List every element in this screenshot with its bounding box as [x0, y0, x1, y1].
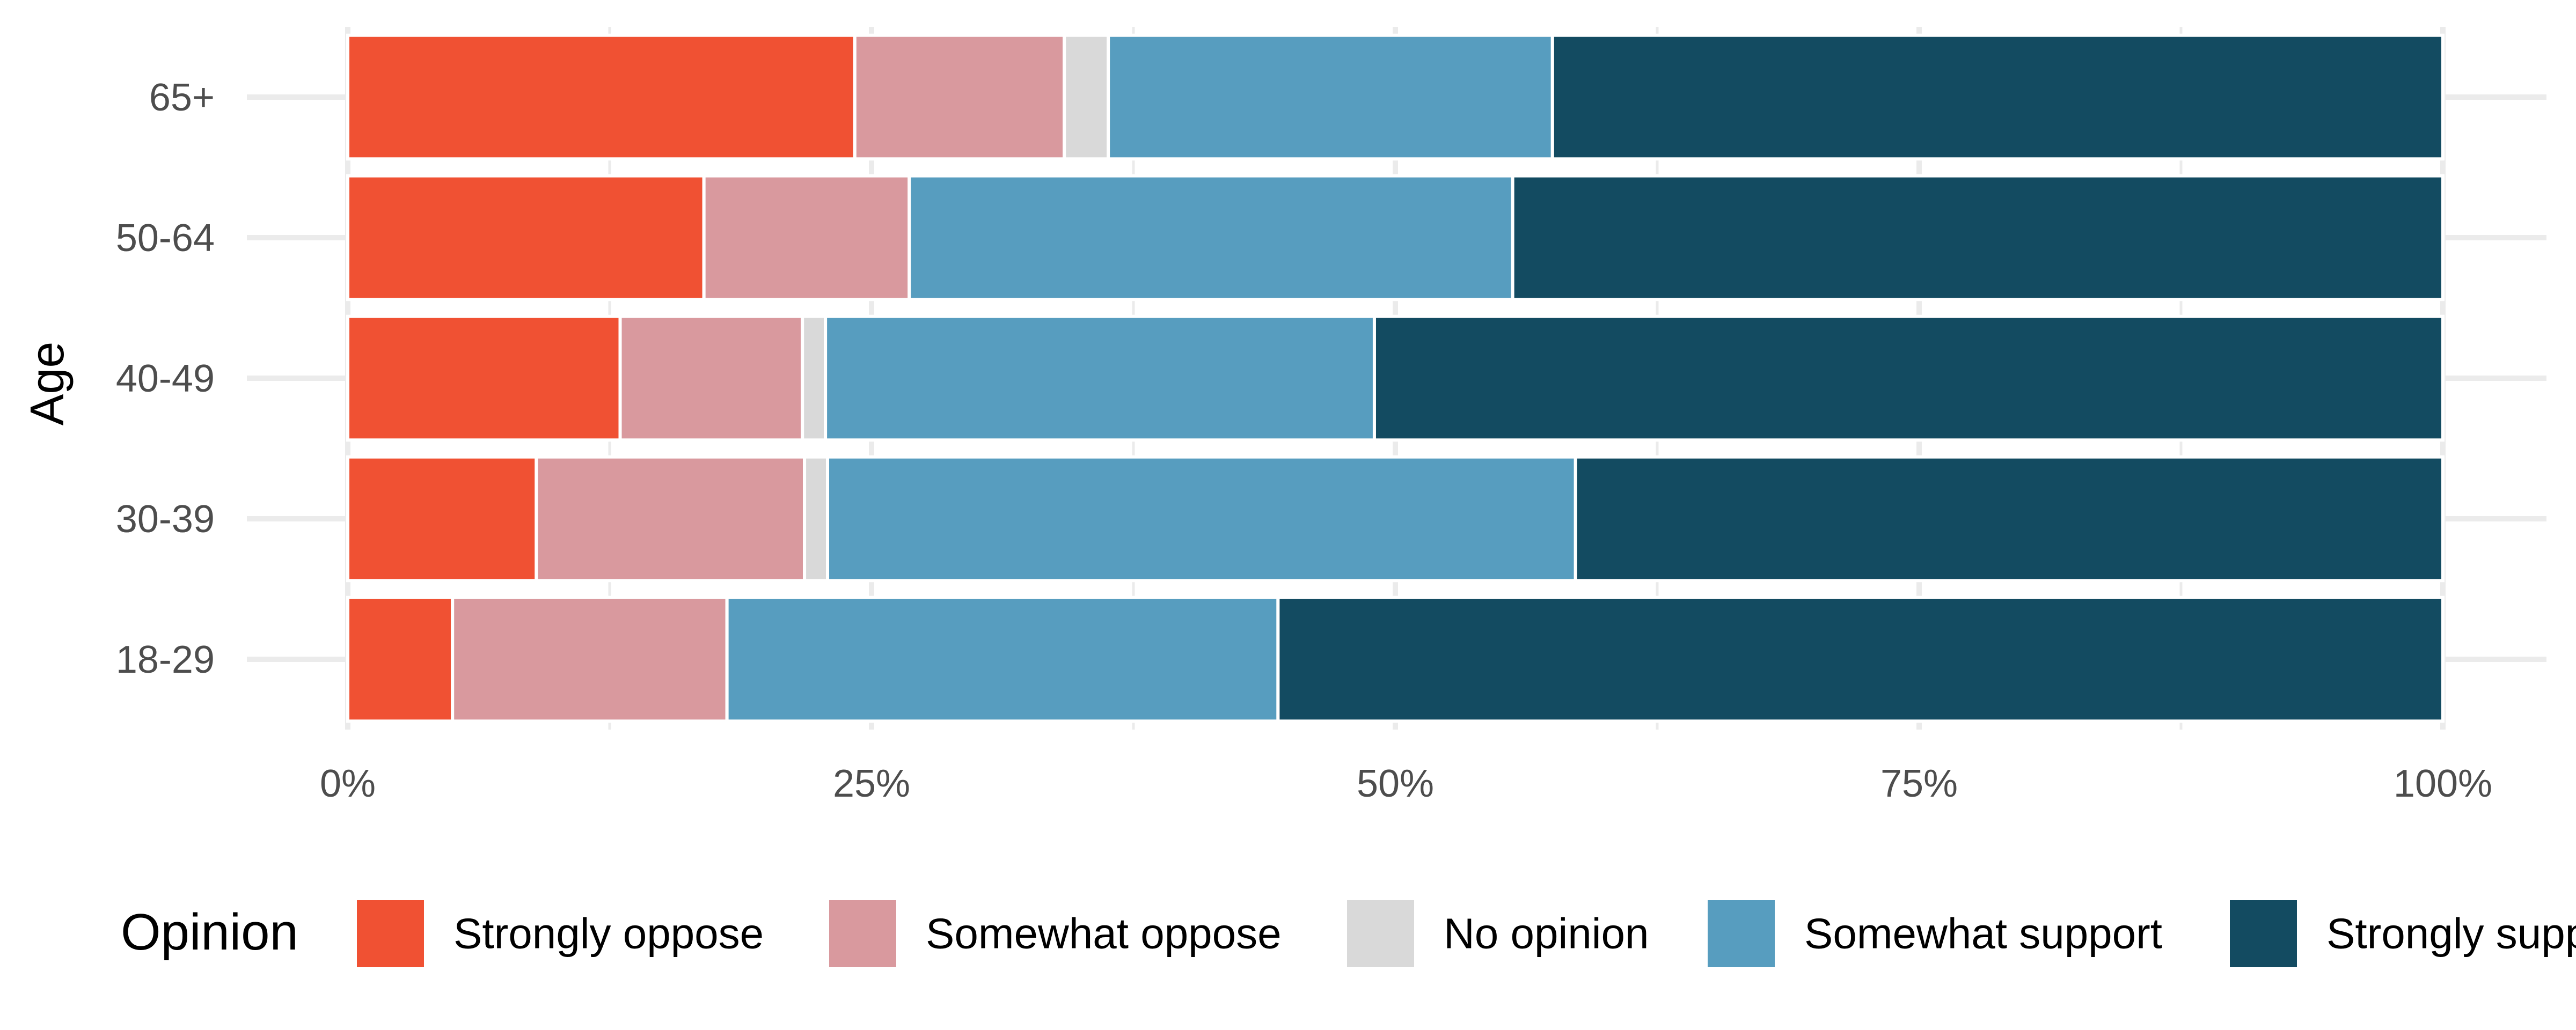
bar-segment-18-29-somewhat-oppose [451, 595, 729, 723]
legend: Opinion Strongly oppose Somewhat oppose No… [121, 900, 2576, 967]
legend-label: No opinion [1444, 910, 1649, 958]
bar-segment-40-49-somewhat-support [824, 314, 1376, 442]
bars [346, 33, 2445, 723]
bar-segment-65-strongly-support [1550, 33, 2445, 161]
legend-label: Strongly oppose [453, 910, 764, 958]
x-axis-tick-labels: 0% 25% 50% 75% 100% [320, 762, 2492, 805]
bar-segment-65-strongly-oppose [346, 33, 857, 161]
legend-items: Strongly oppose Somewhat oppose No opinion… [357, 900, 2576, 967]
bar-segment-18-29-strongly-support [1276, 595, 2445, 723]
bar-segment-50-64-strongly-support [1511, 174, 2445, 301]
legend-key-no-opinion [1347, 900, 1414, 967]
y-tick-label: 65+ [149, 76, 215, 119]
bar-segment-65-no-opinion [1063, 33, 1110, 161]
bar-segment-65-somewhat-oppose [853, 33, 1066, 161]
legend-label: Somewhat support [1804, 910, 2162, 958]
legend-item-strongly-oppose: Strongly oppose [357, 900, 764, 967]
bar-group-30-39 [346, 455, 2445, 583]
x-tick-label: 25% [833, 762, 910, 805]
legend-title: Opinion [121, 903, 298, 961]
bar-group-40-49 [346, 314, 2445, 442]
bar-group-18-29 [346, 595, 2445, 723]
bar-segment-30-39-strongly-oppose [346, 455, 538, 583]
bar-segment-40-49-strongly-oppose [346, 314, 622, 442]
bar-segment-50-64-somewhat-support [908, 174, 1514, 301]
bar-segment-40-49-somewhat-oppose [618, 314, 804, 442]
legend-item-strongly-support: Strongly support [2230, 900, 2576, 967]
x-tick-label: 75% [1880, 762, 1958, 805]
bar-segment-65-somewhat-support [1107, 33, 1554, 161]
y-axis-title: Age [20, 342, 74, 426]
legend-item-somewhat-support: Somewhat support [1708, 900, 2162, 967]
legend-item-no-opinion: No opinion [1347, 900, 1649, 967]
legend-key-strongly-support [2230, 900, 2297, 967]
bar-segment-30-39-no-opinion [803, 455, 830, 583]
legend-key-somewhat-oppose [829, 900, 896, 967]
legend-item-somewhat-oppose: Somewhat oppose [829, 900, 1282, 967]
legend-label: Somewhat oppose [926, 910, 1282, 958]
bar-segment-50-64-somewhat-oppose [702, 174, 911, 301]
bar-group-65 [346, 33, 2445, 161]
bar-segment-40-49-no-opinion [801, 314, 828, 442]
y-tick-label: 40-49 [116, 357, 215, 400]
bar-segment-18-29-somewhat-support [725, 595, 1280, 723]
bar-segment-30-39-strongly-support [1574, 455, 2445, 583]
y-axis-tick-labels: 18-29 30-39 40-49 50-64 65+ [116, 76, 215, 681]
bar-group-50-64 [346, 174, 2445, 301]
x-tick-label: 0% [320, 762, 376, 805]
x-tick-label: 100% [2394, 762, 2492, 805]
y-tick-label: 18-29 [116, 638, 215, 681]
legend-label: Strongly support [2326, 910, 2576, 958]
bar-segment-30-39-somewhat-oppose [535, 455, 807, 583]
y-tick-label: 30-39 [116, 498, 215, 541]
bar-segment-40-49-strongly-support [1372, 314, 2445, 442]
legend-key-strongly-oppose [357, 900, 424, 967]
x-tick-label: 50% [1357, 762, 1434, 805]
y-tick-label: 50-64 [116, 217, 215, 260]
bar-segment-18-29-strongly-oppose [346, 595, 455, 723]
bar-segment-50-64-strongly-oppose [346, 174, 706, 301]
bar-segment-30-39-somewhat-support [826, 455, 1577, 583]
legend-key-somewhat-support [1708, 900, 1775, 967]
